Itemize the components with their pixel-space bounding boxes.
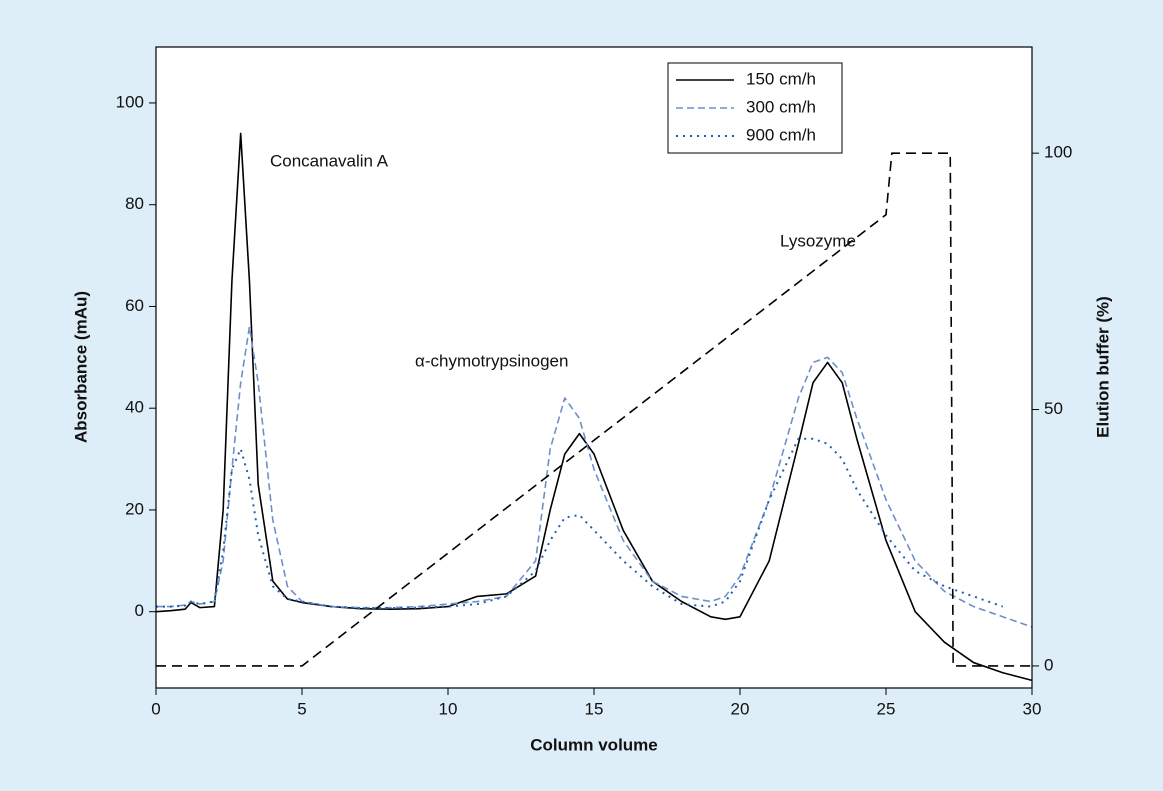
legend-label: 900 cm/h <box>746 125 816 144</box>
annotation: Lysozyme <box>780 231 856 250</box>
y-tick-label: 0 <box>135 601 144 620</box>
plot-area <box>156 47 1032 688</box>
series-line <box>156 326 1033 628</box>
annotation: α-chymotrypsinogen <box>415 351 568 370</box>
series-line <box>155 132 1033 682</box>
plot-frame <box>155 46 1033 689</box>
legend-label: 300 cm/h <box>746 97 816 116</box>
x-tick-label: 25 <box>877 699 896 718</box>
x-tick-label: 30 <box>1023 699 1042 718</box>
y-tick-label: 40 <box>125 398 144 417</box>
y2-axis-title: Elution buffer (%) <box>1093 296 1112 438</box>
y-tick-label: 20 <box>125 499 144 518</box>
x-tick-label: 0 <box>151 699 160 718</box>
series-line <box>156 152 1032 667</box>
x-tick-label: 15 <box>585 699 604 718</box>
y2-tick-label: 0 <box>1044 655 1053 674</box>
y-axis-title: Absorbance (mAu) <box>71 291 90 443</box>
y-tick-label: 80 <box>125 194 144 213</box>
y2-tick-label: 100 <box>1044 143 1072 162</box>
y-tick-label: 100 <box>116 92 144 111</box>
x-tick-label: 5 <box>297 699 306 718</box>
y-tick-label: 60 <box>125 296 144 315</box>
y2-tick-label: 50 <box>1044 399 1063 418</box>
annotation: Concanavalin A <box>270 151 389 170</box>
x-axis-title: Column volume <box>530 735 658 754</box>
x-tick-label: 20 <box>731 699 750 718</box>
x-tick-label: 10 <box>439 699 458 718</box>
legend-label: 150 cm/h <box>746 69 816 88</box>
legend-box <box>667 62 843 154</box>
